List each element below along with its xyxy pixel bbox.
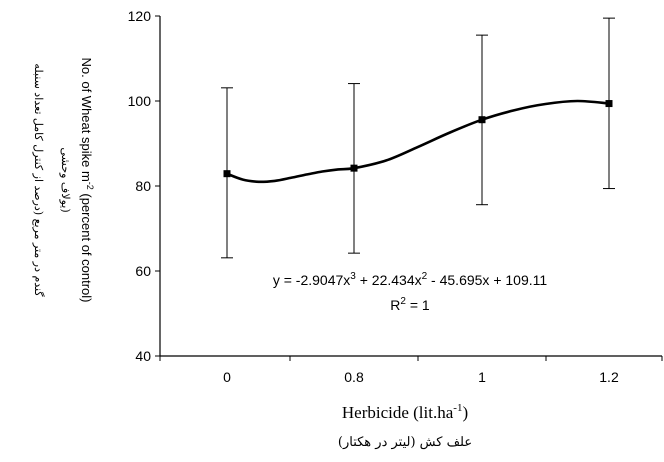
x-tick-label: 1 (478, 369, 486, 385)
r-squared-label: R2 = 1 (390, 296, 430, 313)
y-ticks: 40 60 80 100 120 (128, 8, 160, 364)
x-axis-label: Herbicide (lit.ha-1) (342, 402, 468, 422)
data-point-marker (350, 164, 358, 172)
data-markers (223, 100, 613, 178)
y-tick-label: 60 (135, 263, 151, 279)
x-ticks: 0 0.8 1 1.2 (159, 356, 663, 385)
data-point-marker (478, 116, 486, 124)
trendline (226, 99, 610, 184)
data-point-marker (605, 100, 613, 108)
error-bars (221, 17, 615, 259)
y-axis-label-persian-line2: یولاف وحشی) (59, 147, 72, 212)
x-tick-label: 0.8 (344, 369, 364, 385)
y-tick-label: 120 (128, 8, 152, 24)
x-axis-label-persian: علف کش (لیتر در هکتار) (338, 435, 472, 450)
x-tick-label: 1.2 (599, 369, 619, 385)
y-tick-label: 100 (128, 93, 152, 109)
trendline-equation: y = -2.9047x3 + 22.434x2 - 45.695x + 109… (273, 271, 548, 288)
x-tick-label: 0 (223, 369, 231, 385)
y-tick-label: 40 (135, 348, 151, 364)
y-axis-label-english: No. of Wheat spike m-2 (percent of contr… (79, 57, 95, 302)
y-axis-label-persian-line1: گندم در متر مربع (درصد از کنترل کامل تعد… (32, 63, 45, 297)
y-axis-label-group: گندم در متر مربع (درصد از کنترل کامل تعد… (32, 57, 95, 302)
y-tick-label: 80 (135, 178, 151, 194)
data-point-marker (223, 170, 231, 178)
